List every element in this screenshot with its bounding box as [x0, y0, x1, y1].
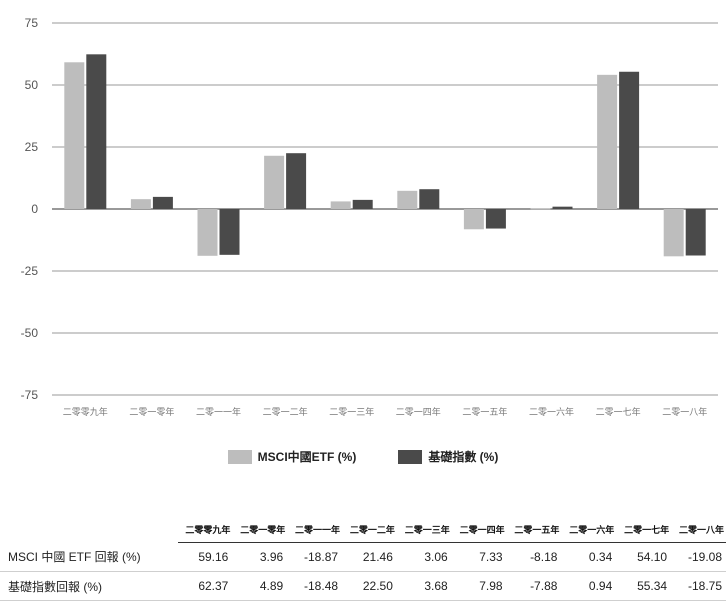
- legend-label-index: 基礎指數 (%): [428, 450, 499, 464]
- table-header-row: 二零零九年 二零一零年 二零一一年 二零一二年 二零一三年 二零一四年 二零一五…: [0, 523, 726, 543]
- x-tick-label: 二零一四年: [396, 406, 441, 418]
- bar-etf: [64, 62, 85, 209]
- bar-etf: [463, 209, 484, 230]
- table-header: 二零一零年: [232, 523, 288, 543]
- table-cell: 0.34: [561, 542, 617, 572]
- bar-etf: [397, 190, 418, 209]
- table-header: 二零一二年: [342, 523, 397, 543]
- y-tick-label: 0: [31, 202, 38, 216]
- bar-index: [685, 209, 706, 256]
- table-cell: -19.08: [671, 542, 726, 572]
- table-header: 二零一四年: [451, 523, 507, 543]
- y-axis: 75 50 25 0 -25 -50 -75: [21, 16, 39, 402]
- x-tick-label: 二零一二年: [263, 406, 308, 418]
- bar-index: [352, 199, 373, 209]
- table-cell: 59.16: [177, 542, 233, 572]
- row-label: 基礎指數回報 (%): [0, 571, 178, 601]
- table-cell: 3.68: [396, 571, 452, 601]
- table-row: MSCI 中國 ETF 回報 (%) 59.16 3.96 -18.87 21.…: [0, 542, 726, 572]
- bar-index: [552, 206, 573, 209]
- y-tick-label: 25: [25, 140, 39, 154]
- x-tick-label: 二零一零年: [129, 406, 174, 418]
- table-cell: 0.94: [561, 571, 617, 601]
- bars: [64, 54, 706, 257]
- bar-etf: [130, 199, 151, 209]
- bar-index: [152, 196, 173, 209]
- x-axis: 二零零九年 二零一零年 二零一一年 二零一二年 二零一三年 二零一四年 二零一五年 二零一六年…: [63, 406, 707, 418]
- bar-index: [419, 189, 440, 209]
- bar-etf: [530, 208, 551, 210]
- table-cell: 7.33: [451, 542, 507, 572]
- legend-swatch-etf: [227, 449, 252, 464]
- x-tick-label: 二零一一年: [196, 406, 241, 418]
- bar-etf: [264, 155, 285, 209]
- table-header: 二零一六年: [561, 523, 617, 543]
- table-cell: -18.48: [287, 571, 343, 601]
- table-cell: -8.18: [506, 542, 562, 572]
- legend-swatch-index: [398, 449, 423, 464]
- bar-chart: 75 50 25 0 -25 -50 -75 二零零九年 二零一零年 二零一一年 二零一二年 二零一…: [21, 16, 718, 418]
- bar-etf: [663, 209, 684, 257]
- table-cell: 54.10: [616, 542, 672, 572]
- bar-index: [219, 209, 240, 255]
- bar-etf: [197, 209, 218, 256]
- table-cell: -18.87: [287, 542, 343, 572]
- y-tick-label: -25: [21, 264, 39, 278]
- y-tick-label: 50: [25, 78, 39, 92]
- bar-etf: [597, 74, 618, 209]
- table-cell: 7.98: [451, 571, 507, 601]
- table-row: 基礎指數回報 (%) 62.37 4.89 -18.48 22.50 3.68 …: [0, 571, 726, 601]
- bar-index: [286, 153, 307, 209]
- bar-index: [619, 71, 640, 209]
- x-tick-label: 二零一六年: [529, 406, 574, 418]
- table-header: 二零一一年: [287, 523, 343, 543]
- table-cell: 4.89: [232, 571, 288, 601]
- bar-etf: [330, 201, 351, 209]
- y-tick-label: 75: [25, 16, 39, 30]
- returns-table: 二零零九年 二零一零年 二零一一年 二零一二年 二零一三年 二零一四年 二零一五…: [0, 523, 726, 601]
- bar-index: [86, 54, 107, 209]
- table-cell: 3.06: [396, 542, 452, 572]
- legend-item-etf: MSCI中國ETF (%): [227, 448, 357, 465]
- x-tick-label: 二零一八年: [662, 406, 707, 418]
- x-tick-label: 二零一三年: [329, 406, 374, 418]
- table-cell: 21.46: [342, 542, 397, 572]
- table-cell: 3.96: [232, 542, 288, 572]
- row-label: MSCI 中國 ETF 回報 (%): [0, 542, 178, 572]
- table-cell: 55.34: [616, 571, 672, 601]
- gridlines: [52, 22, 718, 396]
- table-cell: 62.37: [177, 571, 233, 601]
- x-tick-label: 二零一七年: [596, 406, 641, 418]
- y-tick-label: -50: [21, 326, 39, 340]
- table-header: 二零零九年: [177, 523, 233, 543]
- legend: MSCI中國ETF (%) 基礎指數 (%): [0, 448, 726, 465]
- legend-label-etf: MSCI中國ETF (%): [257, 450, 357, 464]
- x-tick-label: 二零零九年: [63, 406, 108, 418]
- table-header-blank: [0, 523, 178, 543]
- table-cell: -7.88: [506, 571, 562, 601]
- table-header: 二零一五年: [506, 523, 562, 543]
- x-tick-label: 二零一五年: [462, 406, 507, 418]
- table-header: 二零一三年: [396, 523, 452, 543]
- table-cell: -18.75: [671, 571, 726, 601]
- table-header: 二零一七年: [616, 523, 672, 543]
- y-tick-label: -75: [21, 388, 39, 402]
- table-cell: 22.50: [342, 571, 397, 601]
- table-header: 二零一八年: [671, 523, 726, 543]
- bar-index: [485, 209, 506, 229]
- legend-item-index: 基礎指數 (%): [398, 448, 498, 465]
